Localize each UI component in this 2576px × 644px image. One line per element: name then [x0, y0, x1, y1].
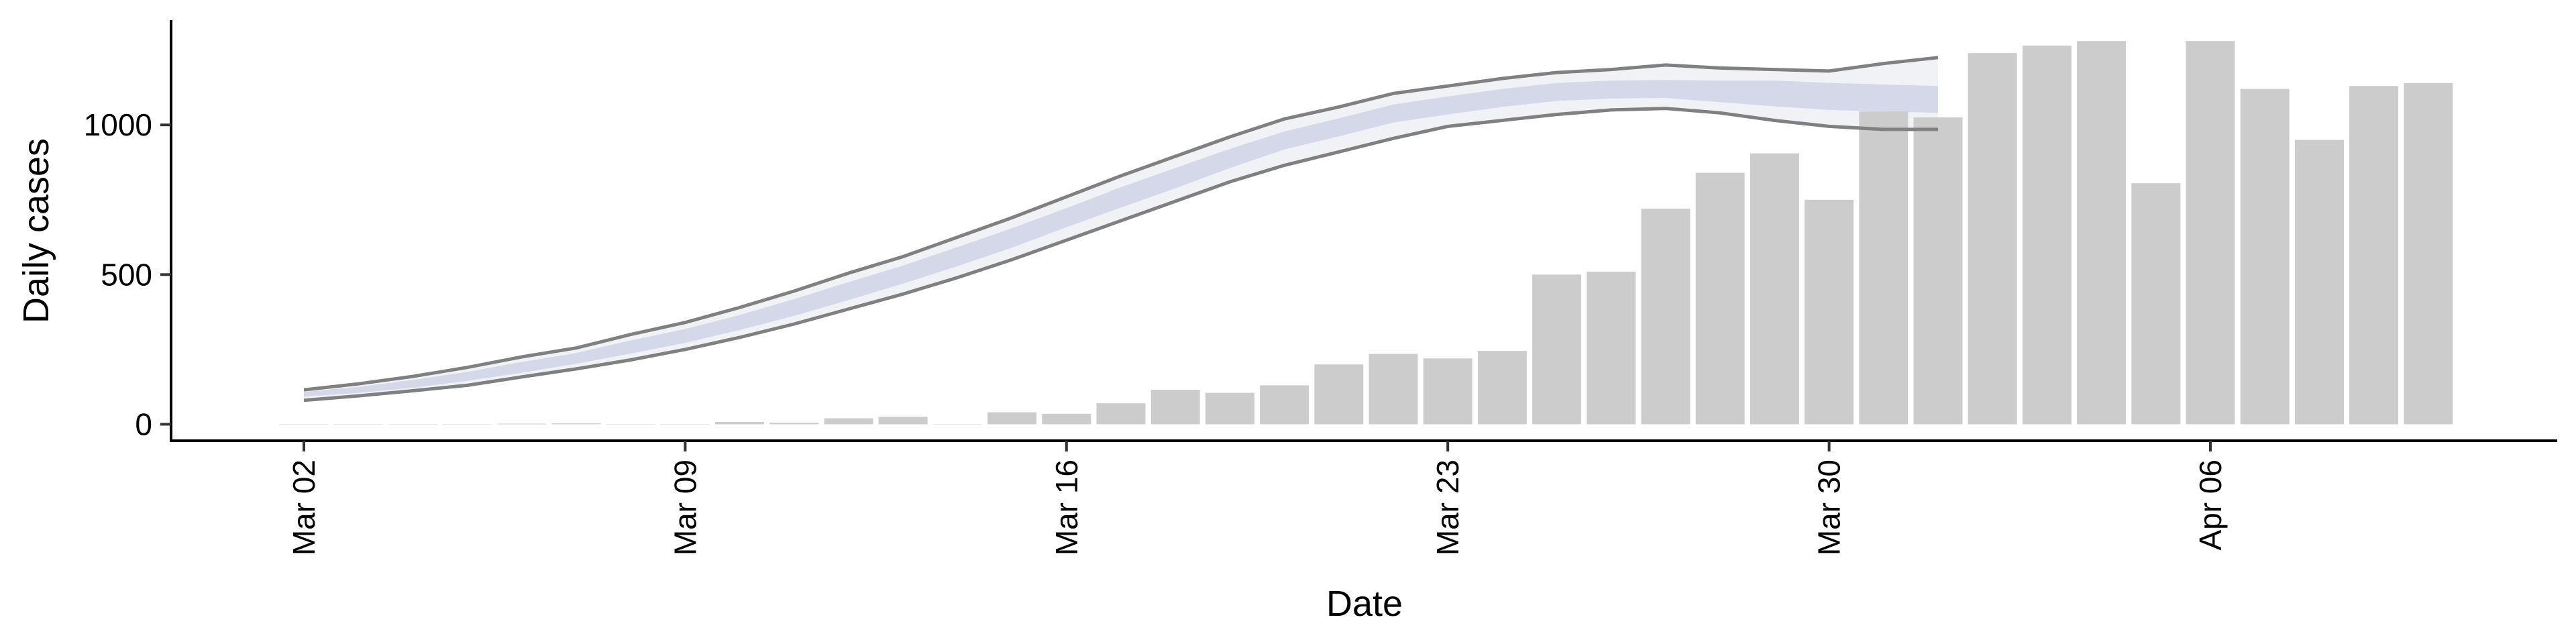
y-tick-label: 0 — [135, 407, 152, 441]
estimate-band-layer — [304, 57, 1938, 400]
bar-apr-06 — [2186, 41, 2235, 425]
estimate-inner-band — [304, 80, 1938, 397]
bar-mar-18 — [1150, 390, 1200, 425]
bar-apr-09 — [2349, 86, 2399, 425]
bar-apr-08 — [2294, 140, 2344, 425]
y-tick-label: 1000 — [84, 107, 152, 142]
bar-mar-06 — [497, 423, 547, 425]
bar-apr-04 — [2077, 41, 2127, 425]
bar-apr-10 — [2404, 83, 2453, 425]
bar-mar-10 — [715, 421, 765, 425]
bar-apr-07 — [2240, 89, 2290, 425]
bar-mar-17 — [1096, 403, 1146, 425]
bar-mar-16 — [1042, 413, 1091, 425]
bar-mar-25 — [1532, 274, 1582, 425]
bar-mar-27 — [1641, 209, 1690, 425]
bar-mar-13 — [878, 417, 928, 425]
estimate-outline-layer — [303, 56, 1939, 402]
bar-mar-29 — [1750, 153, 1799, 425]
bar-mar-19 — [1205, 392, 1254, 425]
axes-layer — [170, 20, 2557, 442]
bar-mar-23 — [1423, 358, 1472, 425]
bar-mar-28 — [1695, 172, 1745, 425]
bar-apr-03 — [2022, 45, 2072, 425]
bar-mar-22 — [1368, 354, 1418, 425]
x-tick-label: Mar 30 — [1812, 460, 1847, 555]
y-tick-label: 500 — [101, 257, 152, 292]
bar-mar-24 — [1477, 351, 1527, 425]
bar-apr-02 — [1968, 53, 2017, 425]
bar-apr-05 — [2131, 183, 2181, 425]
x-tick-label: Mar 23 — [1430, 460, 1465, 555]
bar-mar-21 — [1314, 364, 1364, 425]
bar-mar-30 — [1805, 199, 1854, 425]
estimate-lower-line — [303, 107, 1938, 402]
estimate-upper-line — [303, 56, 1939, 392]
bar-mar-20 — [1260, 385, 1309, 425]
bar-mar-07 — [551, 423, 601, 425]
x-tick-label: Apr 06 — [2193, 460, 2228, 551]
y-axis-title: Daily cases — [16, 138, 56, 323]
bars-layer — [279, 41, 2453, 425]
x-tick-label: Mar 16 — [1049, 460, 1084, 555]
ticks-layer: 0 500 1000 Mar 02 Mar 09 Mar 16 Mar 23 Mar 30 Ap… — [84, 107, 2228, 555]
bar-mar-26 — [1587, 271, 1636, 425]
x-axis-title: Date — [1326, 584, 1403, 624]
bar-mar-15 — [987, 412, 1037, 425]
bar-mar-12 — [824, 418, 873, 425]
x-tick-label: Mar 09 — [667, 460, 702, 555]
bar-mar-11 — [769, 423, 819, 425]
bar-apr-01 — [1913, 117, 1963, 425]
bar-mar-31 — [1859, 111, 1909, 425]
x-tick-label: Mar 02 — [286, 460, 321, 555]
